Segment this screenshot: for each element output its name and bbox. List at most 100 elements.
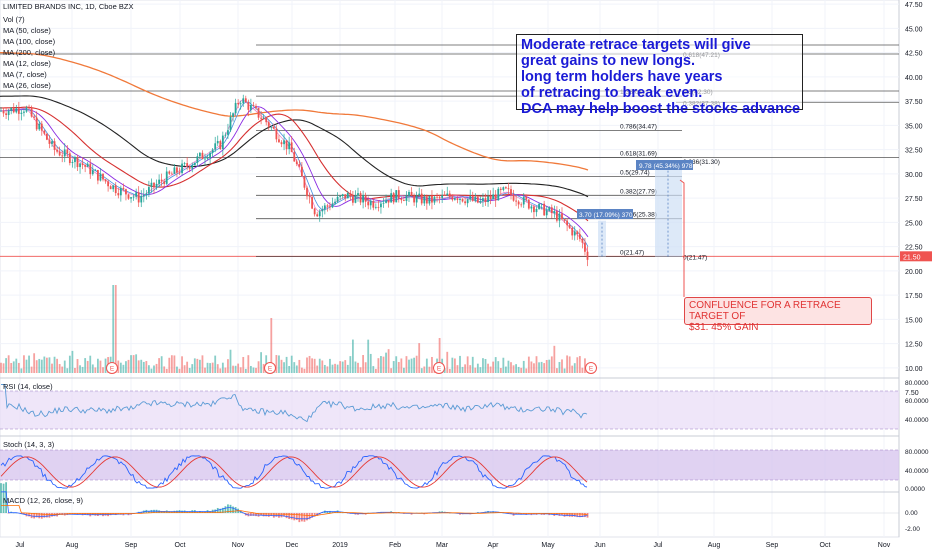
macd-hist-bar [510, 513, 512, 514]
candle-body [23, 111, 25, 113]
price-tick: 37.50 [905, 99, 923, 106]
fib-label: 0.236(25.38) [620, 212, 657, 219]
volume-bar [102, 367, 104, 373]
volume-bar [538, 362, 540, 373]
macd-tick: -2.00 [905, 526, 920, 533]
price-axis[interactable]: 52.5050.0047.5045.0042.5040.0037.5035.00… [900, 0, 932, 533]
candle-body [153, 182, 155, 188]
idea-note[interactable]: Moderate retrace targets will give great… [516, 34, 803, 117]
macd-signal-line [1, 505, 588, 516]
candle-body [283, 140, 285, 145]
volume-bar [553, 345, 556, 373]
candle-body [372, 201, 375, 208]
candle-body [137, 192, 140, 203]
candle-body [576, 231, 579, 235]
volume-bar [2, 363, 5, 373]
macd-hist-bar [563, 513, 566, 517]
volume-bar [173, 355, 176, 373]
candle-body [209, 152, 211, 159]
volume-bar [413, 357, 415, 373]
rsi-label[interactable]: RSI (14, close) [3, 382, 53, 391]
volume-bar [204, 367, 206, 373]
candle-body [415, 195, 418, 203]
candle-body [469, 196, 472, 200]
earnings-label: E [110, 366, 115, 373]
confluence-connector [679, 179, 685, 297]
volume-bar [336, 364, 339, 373]
volume-bar [112, 285, 115, 373]
candle-body [247, 102, 250, 110]
candle-body [40, 123, 43, 131]
candle-body [543, 203, 546, 216]
candle-body [158, 179, 160, 184]
volume-bar [392, 361, 395, 373]
volume-bar [137, 360, 140, 373]
volume-bar [466, 356, 469, 373]
macd-hist-bar [288, 513, 291, 520]
volume-bar [227, 359, 229, 373]
volume-bar [423, 366, 426, 373]
candle-body [86, 163, 89, 167]
candle-body [515, 200, 517, 202]
volume-bar [448, 368, 451, 373]
macd-hist-bar [38, 513, 41, 519]
legend-ma7[interactable]: MA (7, close) [3, 70, 47, 79]
candle-body [492, 194, 495, 200]
candle-body [584, 242, 586, 252]
legend-ma12[interactable]: MA (12, close) [3, 59, 51, 68]
volume-bar [533, 363, 535, 373]
volume-bar [471, 356, 474, 373]
macd-hist-bar [295, 513, 298, 521]
volume-bar [425, 358, 428, 373]
macd-hist-bar [341, 512, 344, 514]
volume-bar [58, 364, 61, 373]
fib-label: 0(21.47) [620, 250, 644, 257]
candle-body [512, 194, 515, 201]
volume-bar [178, 368, 181, 373]
volume-bar [211, 362, 214, 373]
legend-ma200[interactable]: MA (200, close) [3, 48, 56, 57]
candle-body [578, 234, 581, 239]
volume-bar [132, 355, 135, 373]
volume-bar [316, 365, 319, 373]
volume-bar [17, 362, 20, 373]
measure-tools[interactable]: 3.70 (17.09%) 370 9.78 (45.34%) 978 [577, 160, 693, 297]
candle-body [311, 197, 313, 209]
candle-body [211, 149, 214, 153]
volume-bar [359, 367, 362, 373]
macd-hist-bar [229, 504, 232, 513]
candle-body [71, 162, 74, 164]
volume-bar [125, 361, 127, 373]
volume-bar [354, 361, 357, 373]
legend-vol[interactable]: Vol (7) [3, 15, 25, 24]
macd-label[interactable]: MACD (12, 26, close, 9) [3, 496, 84, 505]
volume-bar [221, 362, 224, 373]
legend-ma26[interactable]: MA (26, close) [3, 81, 51, 90]
confluence-callout[interactable]: CONFLUENCE FOR A RETRACE TARGET OF $31. … [684, 297, 872, 333]
candle-body [571, 227, 574, 236]
candle-body [63, 149, 66, 157]
volume-bar [367, 339, 370, 373]
volume-bar [46, 357, 48, 373]
candle-body [494, 194, 497, 201]
volume-bar [561, 359, 563, 373]
candle-body [5, 113, 7, 116]
candle-body [540, 203, 543, 205]
candle-body [471, 196, 474, 201]
volume-bar [517, 366, 520, 373]
candle-body [558, 213, 561, 221]
candle-body [586, 251, 589, 260]
volume-bar [418, 343, 421, 373]
macd-hist-bar [46, 513, 48, 518]
candle-body [145, 193, 148, 195]
time-axis[interactable]: Jul Aug Sep Oct Nov Dec 2019 Feb Mar Apr May Jun Jul… [16, 542, 891, 549]
candle-body [288, 142, 291, 150]
macd-hist-bar [283, 513, 285, 517]
price-tick: 12.50 [905, 342, 923, 349]
stoch-label[interactable]: Stoch (14, 3, 3) [3, 440, 55, 449]
legend-ma50[interactable]: MA (50, close) [3, 26, 51, 35]
legend-ma100[interactable]: MA (100, close) [3, 37, 56, 46]
macd-hist-bar [221, 507, 224, 513]
volume-bar [283, 362, 285, 373]
